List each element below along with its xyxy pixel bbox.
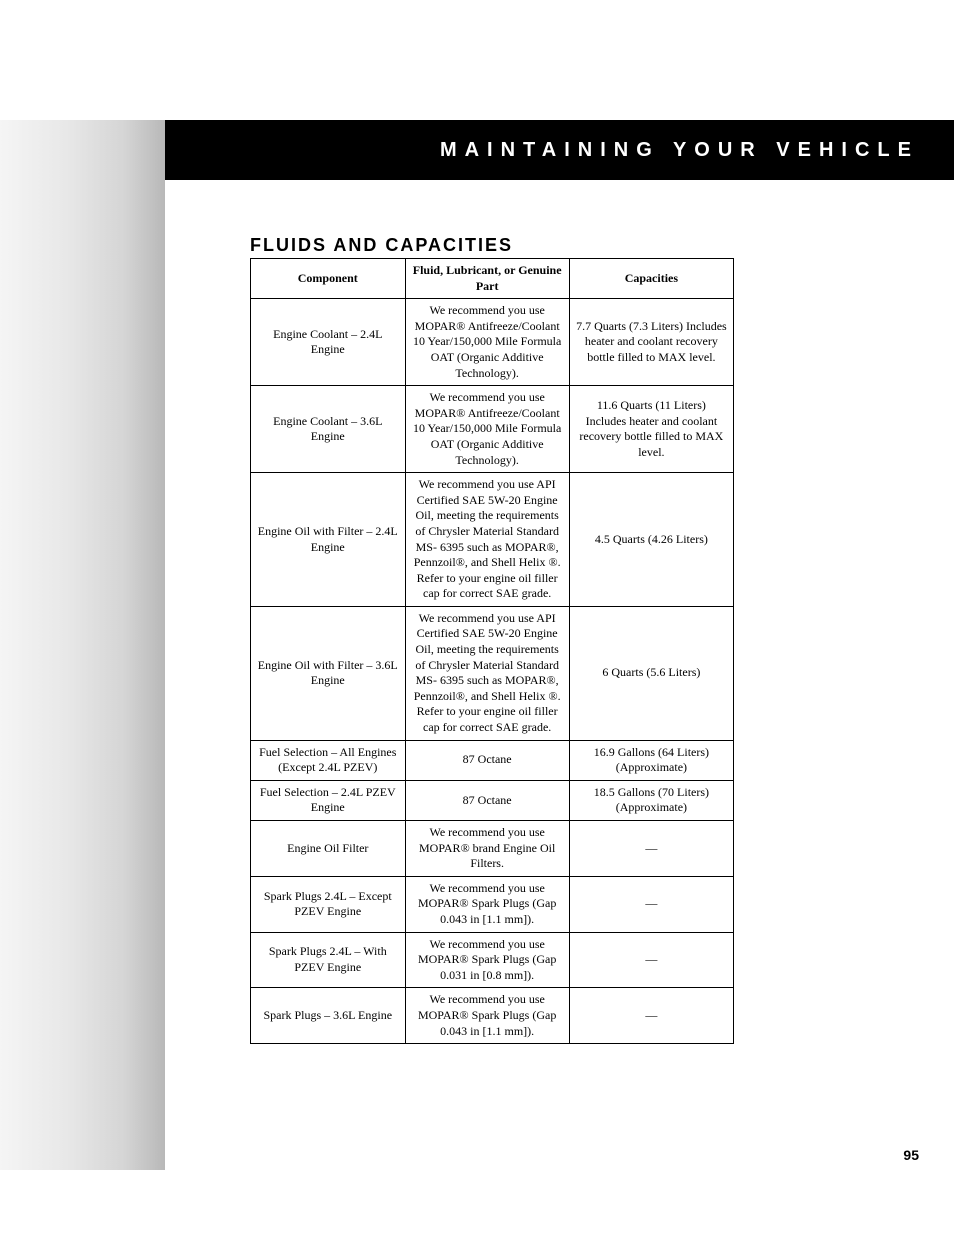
cell-component: Spark Plugs 2.4L – Except PZEV Engine xyxy=(251,876,406,932)
table-row: Spark Plugs 2.4L – Except PZEV EngineWe … xyxy=(251,876,734,932)
table-row: Engine Oil FilterWe recommend you use MO… xyxy=(251,821,734,877)
cell-capacity: 11.6 Quarts (11 Liters) Includes heater … xyxy=(569,386,733,473)
cell-capacity: 7.7 Quarts (7.3 Liters) Includes heater … xyxy=(569,299,733,386)
table-row: Engine Oil with Filter – 2.4L EngineWe r… xyxy=(251,473,734,607)
col-header-capacity: Capacities xyxy=(569,259,733,299)
cell-component: Engine Oil with Filter – 3.6L Engine xyxy=(251,606,406,740)
cell-capacity: — xyxy=(569,932,733,988)
cell-fluid: We recommend you use MOPAR® Antifreeze/C… xyxy=(405,386,569,473)
cell-fluid: We recommend you use MOPAR® Spark Plugs … xyxy=(405,988,569,1044)
table-header-row: Component Fluid, Lubricant, or Genuine P… xyxy=(251,259,734,299)
cell-fluid: We recommend you use MOPAR® Antifreeze/C… xyxy=(405,299,569,386)
cell-capacity: 18.5 Gallons (70 Liters) (Approximate) xyxy=(569,780,733,820)
cell-component: Engine Oil Filter xyxy=(251,821,406,877)
cell-fluid: 87 Octane xyxy=(405,780,569,820)
header-title: MAINTAINING YOUR VEHICLE xyxy=(440,139,919,162)
col-header-component: Component xyxy=(251,259,406,299)
cell-capacity: 16.9 Gallons (64 Liters) (Approximate) xyxy=(569,740,733,780)
side-gradient xyxy=(0,120,165,1170)
top-margin xyxy=(0,0,954,120)
cell-capacity: 4.5 Quarts (4.26 Liters) xyxy=(569,473,733,607)
content-area: FLUIDS AND CAPACITIES Component Fluid, L… xyxy=(250,180,734,1044)
table-row: Engine Coolant – 3.6L EngineWe recommend… xyxy=(251,386,734,473)
cell-fluid: 87 Octane xyxy=(405,740,569,780)
cell-capacity: — xyxy=(569,988,733,1044)
table-row: Engine Coolant – 2.4L EngineWe recommend… xyxy=(251,299,734,386)
page-number: 95 xyxy=(903,1147,919,1163)
cell-component: Spark Plugs 2.4L – With PZEV Engine xyxy=(251,932,406,988)
section-title: FLUIDS AND CAPACITIES xyxy=(250,235,734,256)
table-row: Fuel Selection – All Engines (Except 2.4… xyxy=(251,740,734,780)
cell-fluid: We recommend you use API Certified SAE 5… xyxy=(405,606,569,740)
cell-fluid: We recommend you use MOPAR® Spark Plugs … xyxy=(405,932,569,988)
cell-fluid: We recommend you use MOPAR® Spark Plugs … xyxy=(405,876,569,932)
table-row: Spark Plugs – 3.6L EngineWe recommend yo… xyxy=(251,988,734,1044)
fluids-capacities-table: Component Fluid, Lubricant, or Genuine P… xyxy=(250,258,734,1044)
cell-fluid: We recommend you use MOPAR® brand Engine… xyxy=(405,821,569,877)
cell-capacity: — xyxy=(569,876,733,932)
col-header-fluid: Fluid, Lubricant, or Genuine Part xyxy=(405,259,569,299)
table-row: Fuel Selection – 2.4L PZEV Engine87 Octa… xyxy=(251,780,734,820)
table-row: Engine Oil with Filter – 3.6L EngineWe r… xyxy=(251,606,734,740)
cell-fluid: We recommend you use API Certified SAE 5… xyxy=(405,473,569,607)
cell-component: Engine Coolant – 3.6L Engine xyxy=(251,386,406,473)
cell-component: Fuel Selection – 2.4L PZEV Engine xyxy=(251,780,406,820)
header-bar: MAINTAINING YOUR VEHICLE xyxy=(165,120,954,180)
cell-component: Fuel Selection – All Engines (Except 2.4… xyxy=(251,740,406,780)
cell-capacity: — xyxy=(569,821,733,877)
cell-component: Engine Coolant – 2.4L Engine xyxy=(251,299,406,386)
cell-capacity: 6 Quarts (5.6 Liters) xyxy=(569,606,733,740)
table-row: Spark Plugs 2.4L – With PZEV EngineWe re… xyxy=(251,932,734,988)
cell-component: Engine Oil with Filter – 2.4L Engine xyxy=(251,473,406,607)
cell-component: Spark Plugs – 3.6L Engine xyxy=(251,988,406,1044)
